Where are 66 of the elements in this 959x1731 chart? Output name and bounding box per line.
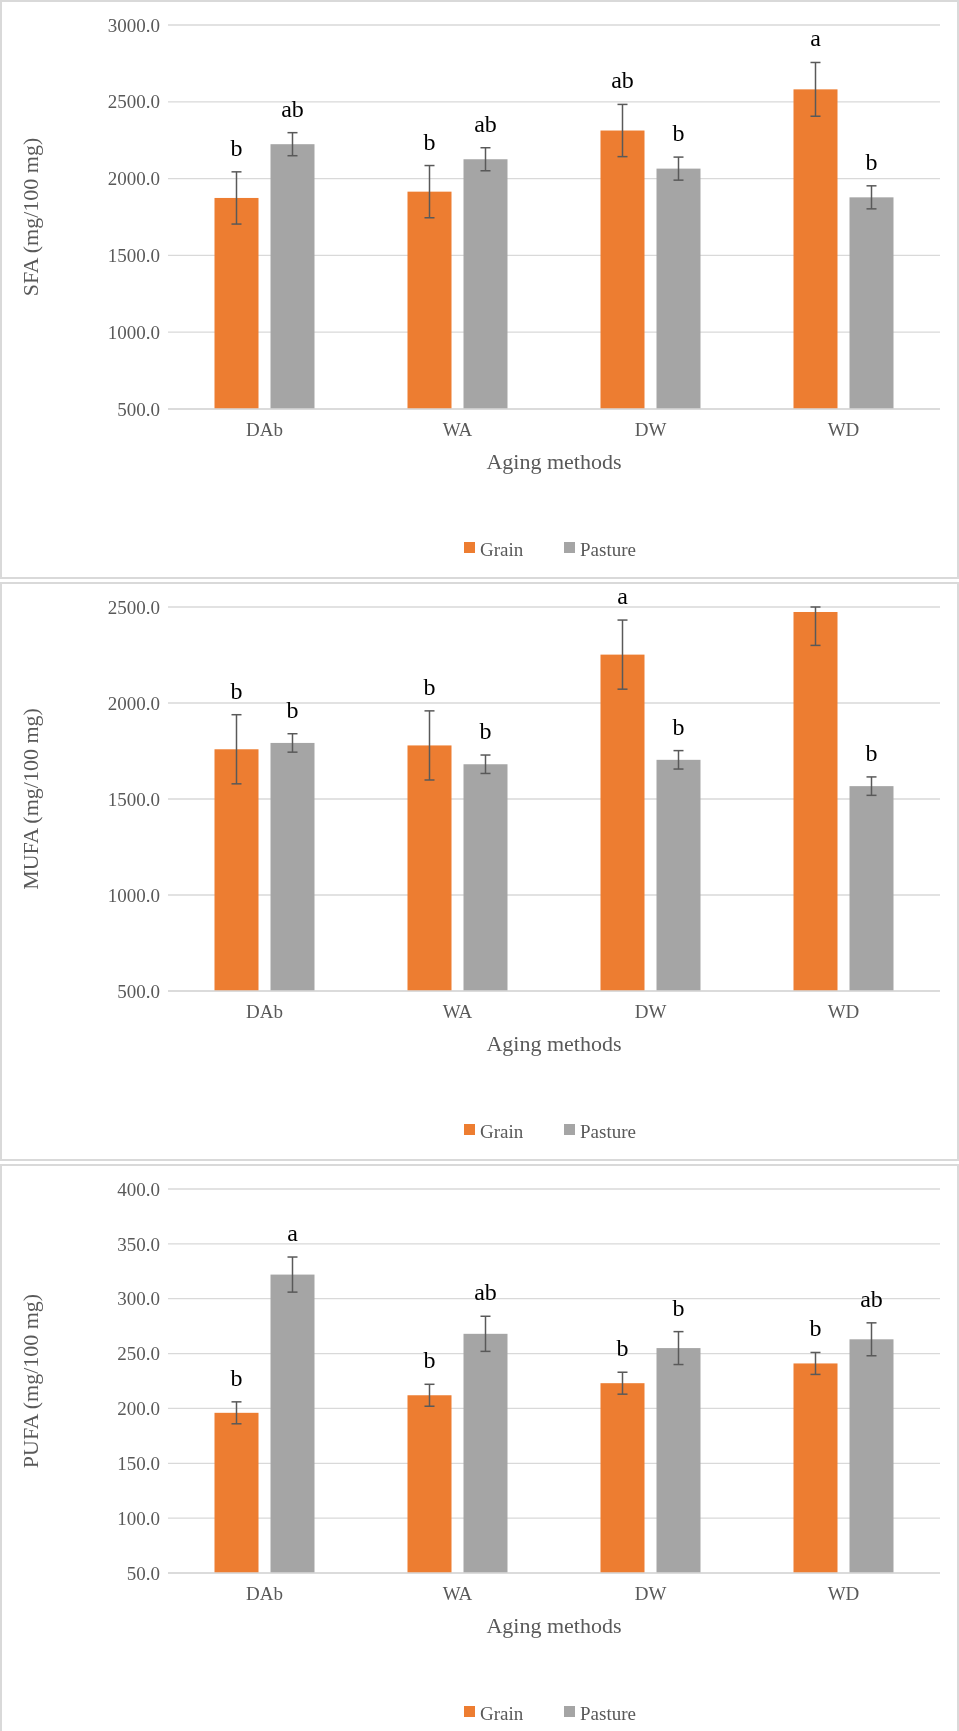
x-tick-label: WD	[827, 1583, 860, 1604]
y-tick-label: 200.0	[117, 1398, 160, 1420]
data-label: b	[423, 128, 436, 155]
x-tick-label: DW	[634, 1583, 667, 1604]
legend-label: Grain	[480, 538, 524, 560]
data-label: ab	[474, 1279, 497, 1306]
data-label: b	[809, 1315, 822, 1342]
y-tick-label: 2500.0	[107, 596, 160, 618]
y-tick-label: 150.0	[117, 1452, 160, 1474]
legend-label: Grain	[480, 1120, 524, 1142]
y-tick-label: 400.0	[117, 1178, 160, 1200]
y-tick-label: 1000.0	[107, 884, 160, 906]
x-tick-label: DAb	[246, 1583, 283, 1604]
y-axis-title: MUFA (mg/100 mg)	[18, 708, 43, 890]
x-tick-label: WD	[827, 419, 860, 440]
data-label: a	[810, 25, 822, 52]
y-tick-label: 2500.0	[107, 91, 160, 113]
x-tick-label: WA	[442, 1001, 473, 1022]
y-axis-title: PUFA (mg/100 mg)	[18, 1293, 43, 1469]
y-tick-label: 3000.0	[107, 14, 160, 36]
data-label: b	[286, 696, 299, 723]
data-label: ab	[611, 67, 634, 94]
data-label: ab	[281, 95, 304, 122]
data-label: a	[287, 1220, 299, 1247]
y-tick-label: 500.0	[117, 980, 160, 1002]
y-tick-label: 2000.0	[107, 692, 160, 714]
y-tick-label: 1500.0	[107, 245, 160, 267]
data-label: b	[865, 739, 878, 766]
data-label: b	[672, 1294, 685, 1321]
y-tick-label: 1000.0	[107, 321, 160, 343]
legend-label: Grain	[480, 1702, 524, 1724]
data-label: b	[423, 1347, 436, 1374]
x-tick-label: DAb	[246, 419, 283, 440]
x-tick-label: WD	[827, 1001, 860, 1022]
y-tick-label: 250.0	[117, 1343, 160, 1365]
y-tick-label: 1500.0	[107, 788, 160, 810]
x-axis-title: Aging methods	[486, 449, 622, 474]
data-label: b	[230, 677, 243, 704]
y-axis-title: SFA (mg/100 mg)	[18, 137, 43, 297]
data-label: b	[672, 120, 685, 147]
data-label: b	[479, 718, 492, 745]
x-tick-label: DW	[634, 419, 667, 440]
y-tick-label: 350.0	[117, 1233, 160, 1255]
y-tick-label: 50.0	[126, 1562, 160, 1584]
y-tick-label: 100.0	[117, 1507, 160, 1529]
x-tick-label: DAb	[246, 1001, 283, 1022]
y-tick-label: 500.0	[117, 398, 160, 420]
x-axis-title: Aging methods	[486, 1031, 622, 1056]
data-label: b	[230, 134, 243, 161]
data-label: b	[423, 673, 436, 700]
x-tick-label: DW	[634, 1001, 667, 1022]
x-tick-label: WA	[442, 1583, 473, 1604]
legend-label: Pasture	[580, 1120, 636, 1142]
data-label: a	[617, 583, 629, 610]
legend-label: Pasture	[580, 1702, 636, 1724]
data-label: b	[616, 1335, 629, 1362]
data-label: ab	[474, 110, 497, 137]
legend-label: Pasture	[580, 538, 636, 560]
data-label: b	[230, 1364, 243, 1391]
y-tick-label: 2000.0	[107, 168, 160, 190]
y-tick-label: 300.0	[117, 1288, 160, 1310]
x-axis-title: Aging methods	[486, 1613, 622, 1638]
x-tick-label: WA	[442, 419, 473, 440]
data-label: b	[672, 713, 685, 740]
data-label: b	[865, 148, 878, 175]
data-label: ab	[860, 1285, 883, 1312]
